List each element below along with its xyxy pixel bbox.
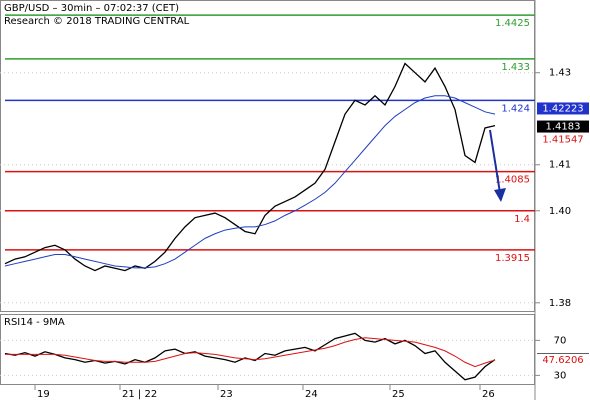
rsi-title: RSI14 - 9MA [4, 317, 65, 328]
forecast-arrow [489, 129, 506, 202]
series-line [4, 62, 496, 272]
level-label: 1.433 [501, 62, 530, 73]
y-tick-label: 1.38 [549, 298, 571, 309]
main-frame [0, 0, 535, 312]
y-tick-label: 1.41 [549, 160, 571, 171]
level-label: 1.4425 [495, 18, 530, 29]
price-tag-label: 1.41547 [542, 135, 583, 146]
x-tick-label: 24 [305, 389, 318, 400]
price-tag-label: 1.4183 [546, 122, 581, 133]
y-tick-label: 1.43 [549, 68, 571, 79]
y-tick-label: 1.40 [549, 206, 571, 217]
series-line [4, 95, 496, 269]
chart-subtitle: Research © 2018 TRADING CENTRAL [4, 16, 190, 27]
price-tag [537, 102, 589, 115]
level-label: 1.4085 [495, 175, 530, 186]
y-tick-label: 70 [554, 335, 567, 346]
price-tag-label: 1.42223 [542, 103, 583, 114]
series-line [4, 332, 496, 381]
x-tick-label: 23 [220, 389, 233, 400]
price-tag [537, 353, 589, 366]
y-tick-label: 30 [554, 370, 567, 381]
x-tick-label: 25 [392, 389, 405, 400]
chart-title: GBP/USD – 30min – 07:02:37 (CET) [4, 3, 179, 14]
rsi-frame [0, 314, 535, 385]
series-line [5, 337, 496, 368]
x-tick-label: 19 [37, 389, 50, 400]
price-tag [537, 120, 589, 133]
x-tick-label: 26 [482, 389, 495, 400]
price-tag [537, 133, 589, 146]
level-label: 1.3915 [495, 253, 530, 264]
level-label: 1.4 [514, 214, 530, 225]
x-tick-label: 21 | 22 [122, 389, 157, 400]
price-tag-label: 47.6206 [542, 355, 583, 366]
level-label: 1.424 [501, 103, 530, 114]
